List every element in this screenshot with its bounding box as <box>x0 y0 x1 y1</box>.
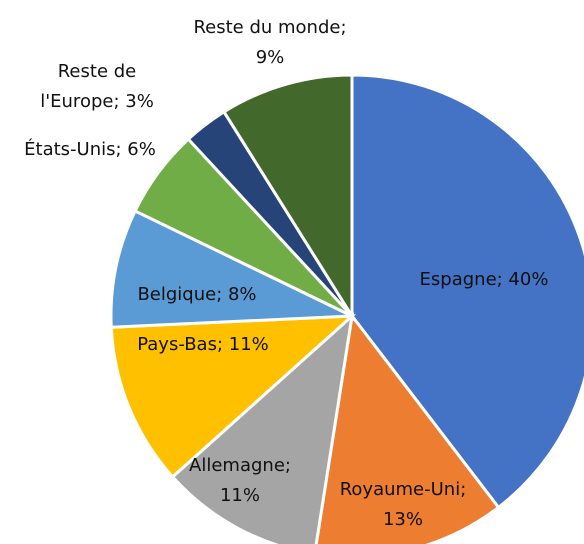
data-label-line: Belgique; 8% <box>137 284 256 305</box>
data-label-line: Allemagne; <box>189 455 291 476</box>
data-label: Allemagne; 11% <box>189 455 291 506</box>
data-label-line: Espagne; 40% <box>420 269 549 290</box>
data-label-line: Royaume-Uni; <box>340 479 467 500</box>
data-label: Reste du monde; 9% <box>193 17 346 68</box>
data-label-line: l'Europe; 3% <box>40 91 154 112</box>
data-label: États-Unis; 6% <box>24 138 156 160</box>
pie-slice <box>170 312 355 544</box>
pie-slice <box>350 73 584 510</box>
data-label: Pays-Bas; 11% <box>137 334 269 355</box>
data-label: Espagne; 40% <box>420 269 549 290</box>
pie-slice <box>109 314 357 480</box>
data-label-line: Pays-Bas; 11% <box>137 334 269 355</box>
data-label: Reste de l'Europe; 3% <box>40 61 154 112</box>
data-label-line: États-Unis; 6% <box>24 138 156 160</box>
data-label-line: 11% <box>220 485 260 506</box>
data-label: Belgique; 8% <box>137 284 256 305</box>
pie-slice <box>314 312 501 544</box>
pie-slice <box>109 208 353 329</box>
data-label-line: 13% <box>383 509 423 530</box>
data-label-line: Reste du monde; <box>193 17 346 38</box>
data-label: Royaume-Uni; 13% <box>340 479 467 530</box>
pie-slice <box>221 73 354 322</box>
data-label-line: Reste de <box>58 61 137 82</box>
data-label-line: 9% <box>256 47 285 68</box>
